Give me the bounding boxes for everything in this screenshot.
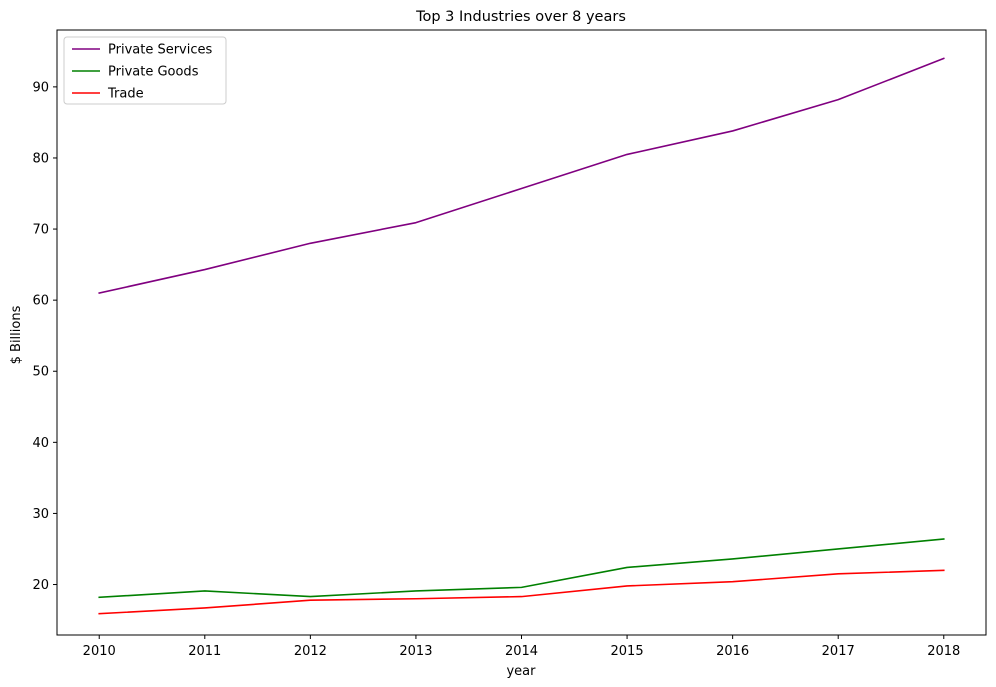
x-tick-label: 2012 xyxy=(294,644,327,659)
y-tick-label: 30 xyxy=(32,507,49,522)
x-tick-label: 2015 xyxy=(611,644,644,659)
x-tick-label: 2014 xyxy=(505,644,538,659)
x-axis-label: year xyxy=(506,664,536,679)
y-tick-label: 60 xyxy=(32,294,49,309)
y-tick-label: 50 xyxy=(32,365,49,380)
x-tick-label: 2018 xyxy=(927,644,960,659)
plot-area: 2010 2011 2012 2013 2014 2015 2016 2017 2018 20 30… xyxy=(32,29,987,659)
series-line-private-goods xyxy=(98,538,945,599)
legend-entry-label: Private Services xyxy=(108,43,213,58)
series-line-trade xyxy=(98,569,945,615)
y-tick-label: 20 xyxy=(32,578,49,593)
y-tick-label: 70 xyxy=(32,223,49,238)
x-tick-label: 2010 xyxy=(83,644,116,659)
legend-box xyxy=(63,36,227,105)
y-tick-label: 80 xyxy=(32,151,49,166)
y-tick-label: 40 xyxy=(32,436,49,451)
y-tick-label: 90 xyxy=(32,80,49,95)
legend-entry-label: Trade xyxy=(107,87,144,102)
legend: Private Services Private Goods Trade xyxy=(63,36,227,105)
x-tick-label: 2016 xyxy=(716,644,749,659)
x-tick-label: 2017 xyxy=(822,644,855,659)
x-tick-label: 2011 xyxy=(188,644,221,659)
series-line-private-services xyxy=(98,57,945,294)
x-tick-label: 2013 xyxy=(399,644,432,659)
legend-entry-label: Private Goods xyxy=(108,65,199,80)
chart-title: Top 3 Industries over 8 years xyxy=(415,9,626,25)
y-axis-label: $ Billions xyxy=(9,305,24,364)
